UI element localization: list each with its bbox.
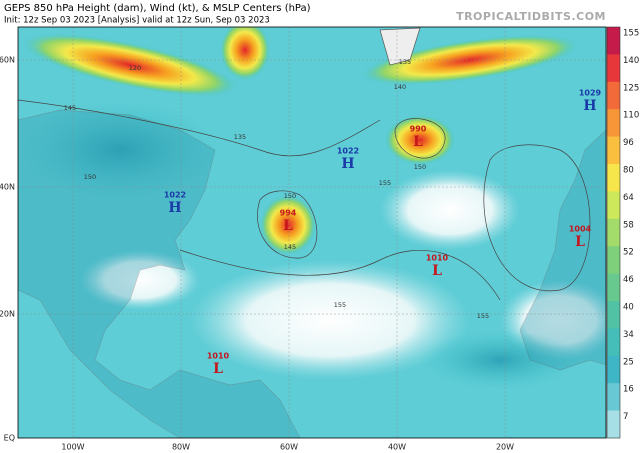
site-name: TROPICALTIDBITS.COM [456,10,606,23]
jet-region [22,33,238,97]
colorbar-swatch [607,218,620,247]
colorbar-label: 34 [623,330,634,340]
lon-label: 100W [61,443,84,452]
pressure-value: 1004 [569,225,592,234]
storm-region [260,195,316,255]
contour-label: 145 [64,104,76,112]
storm-region [385,115,455,165]
contour-label: 135 [399,58,411,66]
pressure-value: 1022 [164,191,186,200]
calm-region [80,250,200,310]
pressure-value: 1010 [426,254,449,263]
colorbar-label: 16 [623,385,634,395]
colorbar: 155 140 125 110 96 80 64 58 52 46 40 34 25 16 7 [606,26,639,439]
pressure-value: 1010 [207,352,230,361]
contour-label: 155 [334,301,346,309]
contour-label: 135 [234,133,246,141]
lat-label: 40N [0,183,15,192]
lat-label: 60N [0,56,15,65]
colorbar-label: 80 [623,166,634,176]
colorbar-label: 46 [623,275,634,285]
colorbar-swatch [607,164,620,192]
map-area [18,27,606,438]
pressure-value: 990 [410,125,427,134]
colorbar-label: 125 [623,83,639,93]
contour-label: 150 [284,192,296,200]
colorbar-swatch [607,136,620,165]
calm-region [380,170,520,250]
colorbar-frame [606,26,621,439]
pressure-value: 994 [280,209,297,218]
colorbar-swatch [607,301,620,329]
colorbar-label: 64 [623,193,634,203]
pressure-center: L [432,263,442,279]
colorbar-swatch [607,273,620,302]
lat-label: 20N [0,310,15,319]
wind-region [20,100,220,200]
contour-label: 140 [394,83,406,91]
colorbar-swatch [607,54,620,83]
land-americas [18,109,301,438]
pressure-center: L [283,218,293,234]
colorbar-swatch [607,383,620,411]
lon-label: 20W [496,443,514,452]
title: GEPS 850 hPa Height (dam), Wind (kt), & … [4,3,311,14]
graticule [18,27,606,438]
colorbar-swatch [607,27,620,55]
pressure-center: H [341,156,354,172]
colorbar-label: 52 [623,248,634,258]
colorbar-label: 40 [623,303,634,313]
colorbar-swatch [607,191,620,220]
colorbar-swatch [607,109,620,137]
land-africa-europe [519,129,606,371]
lat-label: EQ [4,434,15,443]
jet-region [220,27,270,80]
colorbar-label: 140 [623,56,639,66]
map-frame [17,26,607,439]
pressure-center: H [583,98,596,114]
lon-label: 40W [388,443,406,452]
colorbar-label: 110 [623,111,639,121]
wind-region [420,330,580,390]
colorbar-swatch [607,355,620,384]
lon-label: 60W [280,443,298,452]
colorbar-label: 7 [623,412,628,422]
pressure-center: H [168,200,181,216]
pressure-value: 1022 [337,147,359,156]
contour-label: 120 [129,64,141,72]
colorbar-label: 58 [623,220,634,230]
contour-label: 155 [379,179,391,187]
pressure-value: 1029 [579,89,602,98]
colorbar-label: 96 [623,138,634,148]
contour-label: 145 [284,243,296,251]
colorbar-label: 155 [623,29,639,39]
contour-label: 150 [414,163,426,171]
contour-label: 150 [84,173,96,181]
colorbar-label: 25 [623,357,634,367]
lon-label: 80W [172,443,190,452]
contour-label: 155 [477,312,489,320]
colorbar-swatch [607,246,620,274]
pressure-center: L [213,361,223,377]
pressure-center: L [575,234,585,250]
pressure-center: L [413,134,423,150]
colorbar-swatch [607,81,620,110]
subtitle: Init: 12z Sep 03 2023 [Analysis] valid a… [4,16,270,26]
colorbar-swatch [607,328,620,357]
colorbar-swatch [607,410,620,439]
calm-region [190,260,470,380]
height-contours [18,99,591,301]
